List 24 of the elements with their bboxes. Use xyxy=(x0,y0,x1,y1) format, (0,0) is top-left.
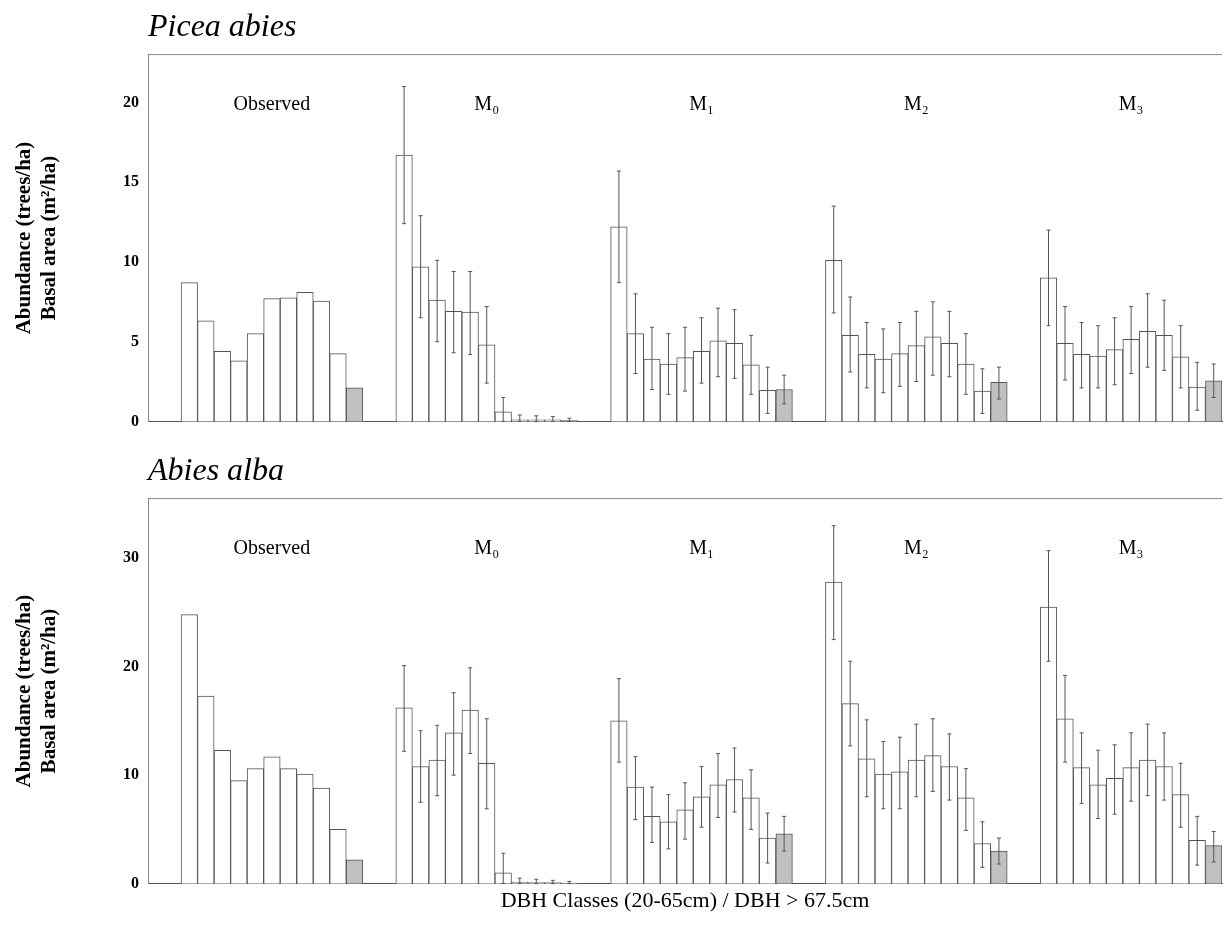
annotation: M₃ xyxy=(1118,91,1144,114)
annotation: Observed xyxy=(233,91,311,114)
y-axis-title: Abundance (trees/ha) Basal area (m²/ha) xyxy=(11,594,61,788)
chart-title: Abies alba xyxy=(148,451,285,487)
annotation: M₀ xyxy=(474,535,500,558)
y-tick-label: 20 xyxy=(123,656,139,674)
y-tick-label: 10 xyxy=(123,252,139,270)
y-tick-label: 0 xyxy=(131,411,139,429)
y-axis-title: Abundance (trees/ha) Basal area (m²/ha) xyxy=(11,141,61,335)
y-tick-label: 20 xyxy=(123,92,139,110)
annotation: M₁ xyxy=(689,535,714,558)
annotation: M₀ xyxy=(474,91,500,114)
annotation: M₁ xyxy=(689,91,714,114)
y-tick-label: 5 xyxy=(131,331,139,349)
y-tick-label: 10 xyxy=(123,765,139,783)
y-tick-label: 15 xyxy=(123,172,139,190)
chart-title: Picea abies xyxy=(148,7,298,43)
annotation: M₃ xyxy=(1118,535,1144,558)
y-tick-label: 30 xyxy=(123,548,139,566)
x-axis-title: DBH Classes (20-65cm) / DBH > 67.5cm xyxy=(500,886,870,912)
annotation: Observed xyxy=(233,535,311,558)
annotation: M₂ xyxy=(903,535,929,558)
annotation: M₂ xyxy=(903,91,929,114)
y-tick-label: 0 xyxy=(131,873,139,891)
